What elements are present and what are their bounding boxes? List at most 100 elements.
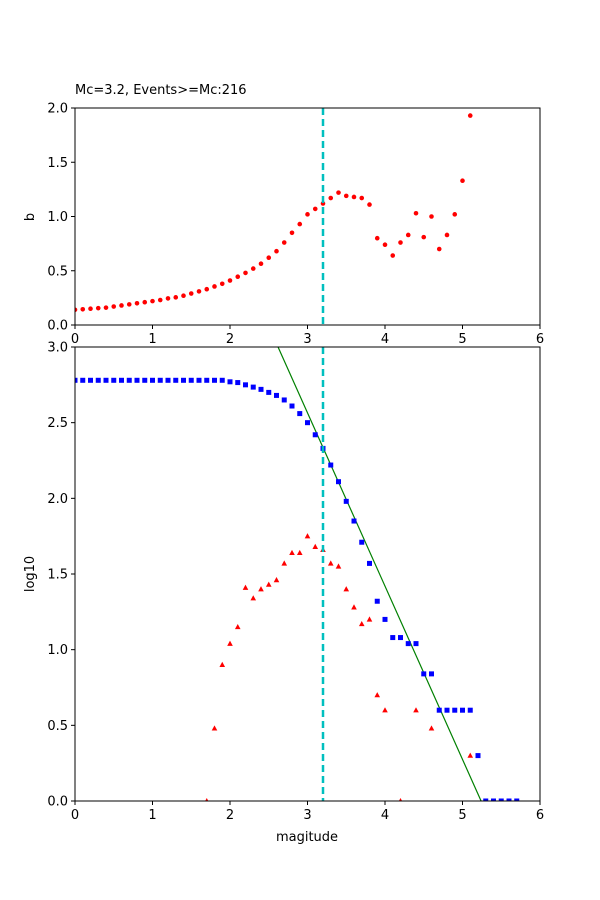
y-tick-label: 2.5 — [47, 416, 68, 431]
x-tick-label: 2 — [226, 332, 234, 347]
data-point-square — [142, 377, 148, 383]
data-point-square — [444, 707, 450, 713]
data-point-circle — [95, 305, 101, 311]
data-point-triangle — [327, 560, 334, 566]
data-point-triangle — [289, 549, 295, 556]
bottom-x-axis-label: magitude — [276, 830, 338, 845]
data-point-square — [258, 386, 264, 392]
plot-content — [75, 347, 520, 801]
data-point-triangle — [398, 798, 403, 801]
data-point-circle — [196, 289, 202, 294]
y-tick-label: 0.5 — [47, 719, 68, 734]
data-point-square — [351, 518, 357, 524]
data-point-square — [297, 411, 303, 417]
data-point-square — [281, 397, 287, 403]
data-point-triangle — [413, 707, 419, 713]
data-point-square — [227, 379, 233, 385]
data-point-square — [212, 377, 217, 383]
bottom-plot-area: 0 1 2 3 4 5 6 0.0 0.5 1.0 1.5 2.0 2.5 3.0 — [47, 341, 544, 824]
data-point-square — [429, 671, 434, 677]
data-point-circle — [336, 190, 341, 195]
data-point-square — [165, 377, 171, 383]
data-point-circle — [382, 242, 388, 248]
y-tick-label: 0.5 — [47, 264, 68, 279]
data-point-square — [405, 641, 411, 647]
data-point-triangle — [343, 586, 350, 592]
y-tick-label: 1.5 — [47, 156, 68, 171]
x-tick-label: 5 — [458, 808, 466, 823]
data-point-square — [134, 377, 140, 383]
x-tick-label: 3 — [303, 332, 311, 347]
data-point-square — [312, 432, 318, 438]
data-point-circle — [444, 232, 450, 238]
data-point-circle — [181, 293, 186, 299]
x-tick-label: 0 — [71, 808, 79, 823]
data-point-square — [126, 377, 132, 383]
data-point-circle — [297, 221, 303, 227]
data-point-circle — [258, 261, 264, 266]
data-point-square — [413, 641, 419, 647]
data-point-triangle — [304, 533, 311, 539]
data-point-circle — [390, 253, 396, 258]
data-point-circle — [328, 195, 334, 201]
data-point-circle — [351, 194, 357, 200]
y-tick-label: 3.0 — [47, 341, 68, 356]
data-point-triangle — [382, 707, 388, 713]
data-point-triangle — [234, 623, 241, 630]
data-point-circle — [88, 306, 93, 312]
data-point-square — [157, 377, 163, 383]
data-point-square — [343, 498, 349, 504]
data-point-circle — [429, 214, 434, 219]
x-tick-label: 6 — [536, 332, 544, 347]
bottom-axes-frame — [74, 346, 541, 802]
data-point-triangle — [281, 560, 288, 566]
data-point-square — [367, 560, 372, 566]
data-point-circle — [289, 230, 295, 236]
data-point-triangle — [250, 595, 257, 601]
y-tick-label: 2.0 — [47, 492, 68, 507]
data-point-circle — [460, 178, 465, 183]
y-tick-label: 1.5 — [47, 568, 68, 583]
data-point-square — [266, 389, 272, 395]
top-y-axis-label: b — [23, 213, 38, 221]
x-tick-label: 1 — [148, 808, 156, 823]
data-point-circle — [413, 210, 419, 216]
top-plot-area: 0 1 2 3 4 5 6 0.0 0.5 1.0 1.5 2.0 — [47, 102, 544, 348]
frequency-magnitude-chart: log10 magitude 0 1 2 3 4 5 6 0.0 0.5 1.0 1.5 2.0 2.5… — [23, 341, 544, 846]
data-point-circle — [75, 307, 78, 313]
data-point-triangle — [467, 752, 474, 758]
data-point-triangle — [335, 563, 342, 569]
data-point-circle — [126, 302, 132, 307]
y-tick-label: 1.0 — [47, 210, 68, 225]
x-tick-label: 0 — [71, 332, 79, 347]
data-point-circle — [436, 246, 442, 252]
data-point-square — [359, 539, 365, 545]
data-point-square — [398, 635, 403, 641]
data-point-circle — [173, 295, 179, 300]
data-point-square — [491, 798, 496, 801]
data-point-square — [514, 798, 520, 801]
x-tick-label: 6 — [536, 808, 544, 823]
data-point-square — [150, 377, 155, 383]
data-point-square — [181, 377, 186, 383]
data-point-square — [328, 462, 334, 468]
data-point-square — [75, 377, 78, 383]
data-point-triangle — [366, 616, 373, 622]
y-tick-label: 2.0 — [47, 102, 68, 117]
data-point-circle — [367, 202, 372, 207]
y-tick-label: 0.0 — [47, 319, 68, 334]
data-point-square — [235, 380, 241, 386]
data-point-circle — [212, 284, 217, 289]
bottom-y-axis-label: log10 — [23, 556, 38, 592]
data-point-triangle — [358, 620, 365, 627]
data-point-square — [80, 377, 86, 383]
data-point-circle — [374, 235, 380, 241]
data-point-circle — [398, 240, 403, 245]
x-tick-label: 5 — [458, 332, 466, 347]
data-point-circle — [405, 232, 411, 238]
data-point-circle — [119, 303, 124, 308]
data-point-triangle — [211, 725, 218, 731]
data-point-square — [173, 377, 179, 383]
data-point-square — [475, 753, 481, 759]
data-point-square — [196, 377, 202, 383]
